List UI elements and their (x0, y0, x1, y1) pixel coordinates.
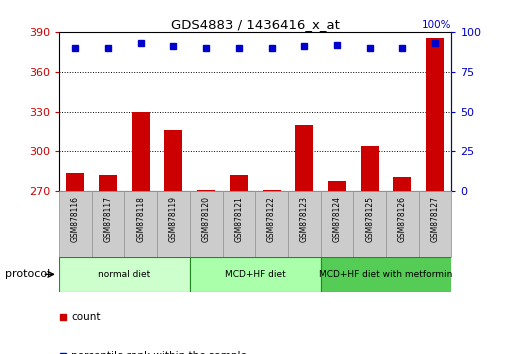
Bar (223, 191, 255, 257)
Text: GSM878119: GSM878119 (169, 196, 178, 242)
Bar (321, 257, 451, 292)
Bar (190, 191, 223, 257)
Text: protocol: protocol (5, 269, 50, 279)
Bar (66, 172, 84, 191)
Text: 100%: 100% (422, 20, 451, 30)
Text: GSM878125: GSM878125 (365, 196, 374, 242)
Text: GSM878121: GSM878121 (234, 196, 243, 242)
Text: MCD+HF diet with metformin: MCD+HF diet with metformin (320, 270, 452, 279)
Bar (99, 175, 117, 191)
Bar (255, 191, 288, 257)
Bar (197, 190, 215, 191)
Bar (157, 191, 190, 257)
Bar (361, 146, 379, 191)
Bar (419, 191, 451, 257)
Text: count: count (71, 312, 101, 322)
Bar (59, 191, 92, 257)
Bar (353, 191, 386, 257)
Text: MCD+HF diet: MCD+HF diet (225, 270, 286, 279)
Title: GDS4883 / 1436416_x_at: GDS4883 / 1436416_x_at (171, 18, 340, 31)
Bar (386, 191, 419, 257)
Text: normal diet: normal diet (98, 270, 150, 279)
Bar (328, 181, 346, 191)
Text: percentile rank within the sample: percentile rank within the sample (71, 351, 247, 354)
Bar (426, 39, 444, 191)
Text: GSM878124: GSM878124 (332, 196, 342, 242)
Text: GSM878123: GSM878123 (300, 196, 309, 242)
Bar (59, 257, 190, 292)
Text: GSM878126: GSM878126 (398, 196, 407, 242)
Bar (132, 112, 150, 191)
Bar (393, 177, 411, 191)
Bar (288, 191, 321, 257)
Text: GSM878122: GSM878122 (267, 196, 276, 242)
Bar (230, 175, 248, 191)
Text: GSM878120: GSM878120 (202, 196, 211, 242)
Text: GSM878127: GSM878127 (430, 196, 440, 242)
Text: GSM878117: GSM878117 (104, 196, 112, 242)
Bar (263, 190, 281, 191)
Text: GSM878118: GSM878118 (136, 196, 145, 242)
Bar (92, 191, 125, 257)
Text: GSM878116: GSM878116 (71, 196, 80, 242)
Bar (190, 257, 321, 292)
Bar (295, 125, 313, 191)
Bar (165, 130, 183, 191)
Bar (321, 191, 353, 257)
Bar (124, 191, 157, 257)
